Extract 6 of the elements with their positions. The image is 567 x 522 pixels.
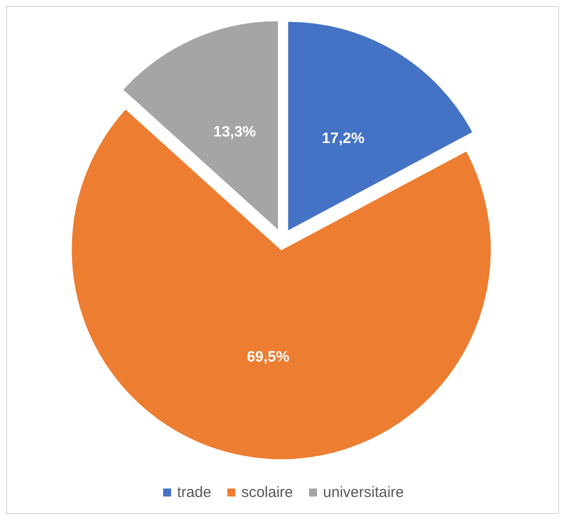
- legend-label: scolaire: [241, 484, 294, 501]
- data-label: 17,2%: [322, 130, 364, 148]
- legend-label: trade: [177, 484, 212, 501]
- legend-label: universitaire: [323, 484, 404, 501]
- data-label: 69,5%: [246, 348, 290, 366]
- data-label: 13,3%: [213, 123, 256, 140]
